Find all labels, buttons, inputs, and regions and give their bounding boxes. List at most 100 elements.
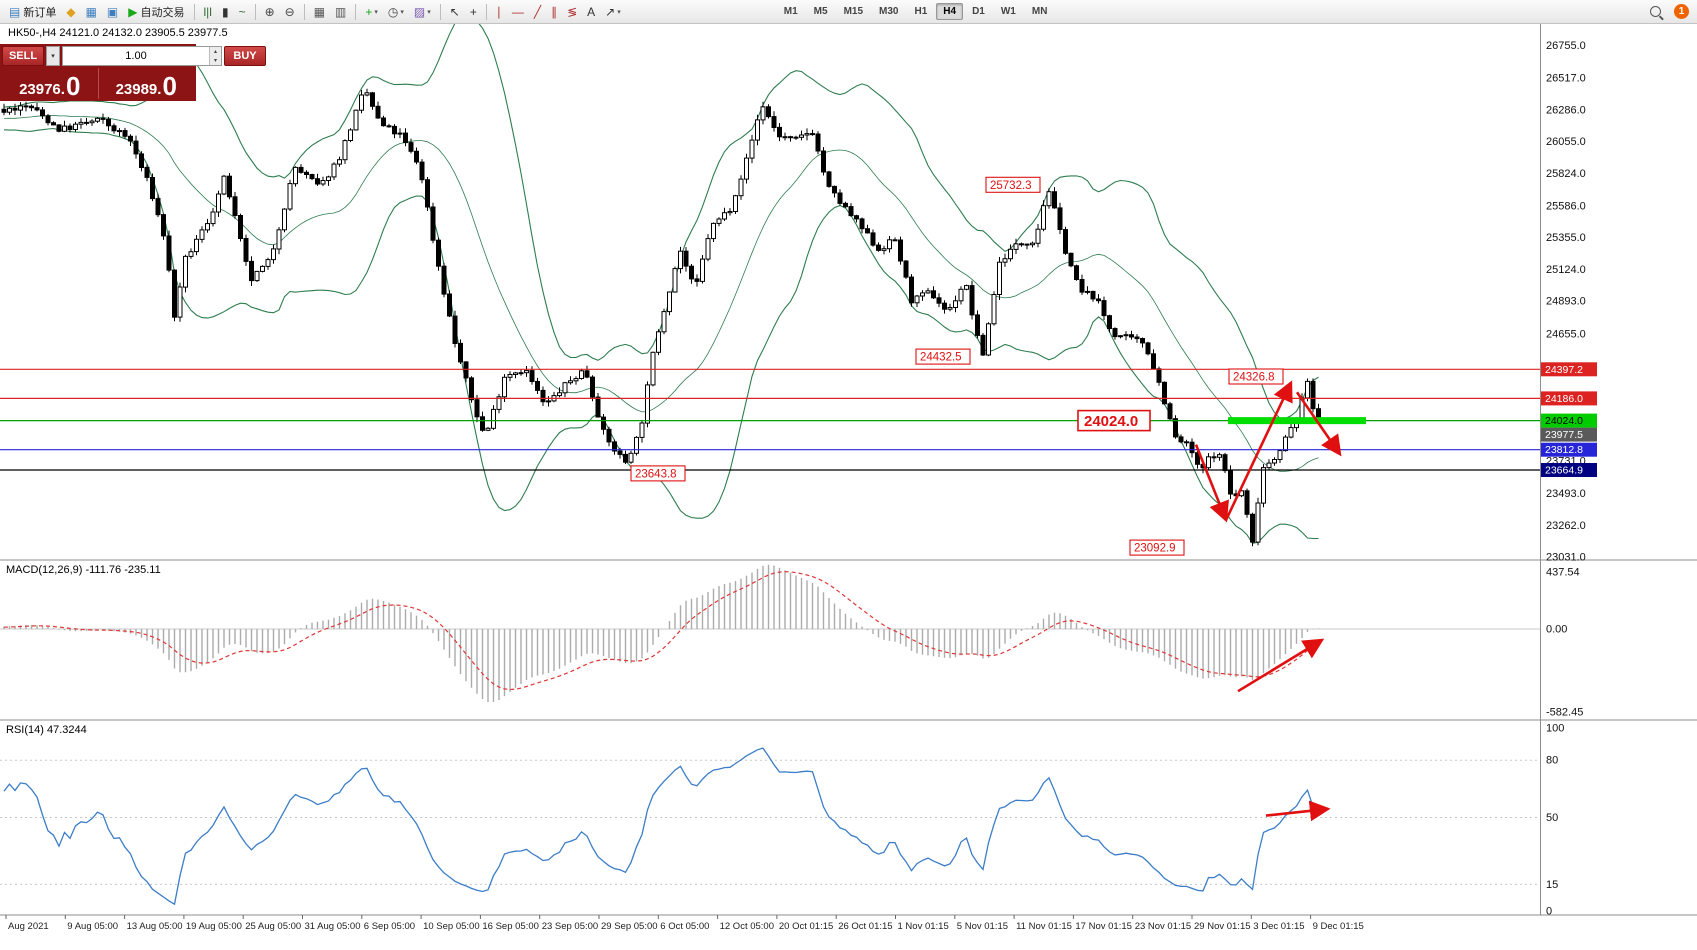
time-axis[interactable]: Aug 2021 9 Aug 05:00 13 Aug 05:00 19 Aug 05… <box>5 915 1364 932</box>
time-axis-label: 11 Nov 01:15 <box>1016 921 1072 932</box>
time-axis-label: 26 Oct 01:15 <box>838 921 892 932</box>
price-axis-label: 26755.0 <box>1546 40 1586 52</box>
time-axis-label: 5 Nov 01:15 <box>957 921 1008 932</box>
panel-separators[interactable] <box>0 559 1697 916</box>
price-line-label: 24024.0 <box>1541 413 1597 428</box>
charts-grid-button[interactable]: ▦ <box>82 1 101 23</box>
volume-input[interactable] <box>63 47 209 65</box>
line-chart-button[interactable]: ~ <box>235 1 250 23</box>
toolbar-separator <box>439 3 441 20</box>
caret-down-icon: ▾ <box>374 8 378 16</box>
fibonacci-button[interactable]: ≶ <box>563 1 581 23</box>
templates-icon: ▨ <box>413 4 426 19</box>
macd-axis-label: -582.45 <box>1546 707 1583 719</box>
one-click-prices: 23976. 0 23989. 0 <box>2 68 194 99</box>
volume-dropdown[interactable]: ▾ <box>46 46 60 66</box>
cascade-windows-button[interactable]: ▥ <box>331 1 350 23</box>
candlestick-chart-button[interactable]: ▮ <box>218 1 233 23</box>
rsi-axis-label: 80 <box>1546 755 1558 767</box>
zoom-out-button[interactable]: ⊖ <box>281 1 299 23</box>
profile-button[interactable]: ◆ <box>62 1 79 23</box>
buy-price[interactable]: 23989. 0 <box>97 68 195 102</box>
data-window-button[interactable]: ▣ <box>103 1 122 23</box>
timeframe-h1-button[interactable]: H1 <box>914 6 928 17</box>
price-axis-label: 24893.0 <box>1546 296 1586 308</box>
svg-text:23092.9: 23092.9 <box>1134 543 1176 555</box>
timeframe-m30-button[interactable]: M30 <box>879 6 899 17</box>
vertical-line-button[interactable]: ∣ <box>492 1 506 23</box>
trend-arrows[interactable] <box>1194 380 1342 822</box>
templates-button[interactable]: ▨ ▾ <box>410 1 435 23</box>
notification-badge[interactable]: 1 <box>1674 4 1689 19</box>
periods-button[interactable]: ◷ ▾ <box>384 1 408 23</box>
svg-text:24326.8: 24326.8 <box>1233 372 1275 384</box>
charts-grid-icon: ▦ <box>85 4 97 19</box>
price-line-label: 23812.8 <box>1541 442 1597 457</box>
svg-text:24024.0: 24024.0 <box>1084 413 1138 430</box>
time-axis-label: 23 Sep 05:00 <box>542 921 599 932</box>
rsi-axis-label: 0 <box>1546 906 1552 918</box>
channel-button[interactable]: ∥ <box>547 1 561 23</box>
price-line-label: 24186.0 <box>1541 391 1597 406</box>
profile-icon: ◆ <box>66 4 76 19</box>
price-axis-label: 24655.0 <box>1546 328 1586 340</box>
trendline-button[interactable]: ╱ <box>530 1 545 23</box>
arrows-button[interactable]: ↗ ▾ <box>601 1 625 23</box>
macd-axis-label: 437.54 <box>1546 567 1580 579</box>
timeframe-mn-button[interactable]: MN <box>1031 6 1048 17</box>
zoom-in-button[interactable]: ⊕ <box>261 1 279 23</box>
time-axis-label: 9 Dec 01:15 <box>1313 921 1364 932</box>
svg-text:24024.0: 24024.0 <box>1545 415 1583 427</box>
rsi-label: RSI(14) 47.3244 <box>6 724 87 736</box>
time-axis-label: 29 Nov 01:15 <box>1194 921 1251 932</box>
sell-price[interactable]: 23976. 0 <box>2 68 98 99</box>
rsi-line <box>3 747 1319 906</box>
periods-icon: ◷ <box>387 4 399 19</box>
chart-holder: 26755.0 26517.0 26286.0 26055.0 25824.0 25586… <box>0 24 1697 950</box>
timeframe-w1-button[interactable]: W1 <box>1000 6 1016 17</box>
autotrade-button-label: 自动交易 <box>140 6 185 19</box>
new-order-button[interactable]: ▤ 新订单 <box>5 1 60 23</box>
channel-icon: ∥ <box>551 4 558 19</box>
price-axis-label: 26055.0 <box>1546 136 1586 148</box>
timeframe-d1-button[interactable]: D1 <box>972 6 985 17</box>
chart-surface[interactable] <box>0 24 1540 560</box>
price-line-label: 23977.5 <box>1541 427 1597 442</box>
price-annotations[interactable]: 25732.3 24432.5 24326.8 24024.0 23643.8 23092… <box>630 176 1284 556</box>
time-axis-label: 12 Oct 05:00 <box>720 921 774 932</box>
price-line-label: 24397.2 <box>1541 362 1597 377</box>
buy-price-big-digit: 0 <box>162 71 177 102</box>
time-axis-label: 10 Sep 05:00 <box>423 921 480 932</box>
tile-windows-button[interactable]: ▦ <box>310 1 329 23</box>
volume-spinner: ▴ ▾ <box>209 47 221 65</box>
timeframe-m5-button[interactable]: M5 <box>813 6 828 17</box>
price-axis-label: 26517.0 <box>1546 73 1586 85</box>
text-icon: A <box>587 4 596 19</box>
time-axis-label: 23 Nov 01:15 <box>1135 921 1192 932</box>
svg-text:23812.8: 23812.8 <box>1545 444 1583 456</box>
chevron-down-icon: ▾ <box>51 53 55 60</box>
indicators-add-button[interactable]: + ▾ <box>361 1 382 23</box>
timeframe-m1-button[interactable]: M1 <box>783 6 798 17</box>
cursor-icon: ↖ <box>449 4 460 19</box>
timeframe-h4-button[interactable]: H4 <box>936 3 964 20</box>
svg-text:23664.9: 23664.9 <box>1545 465 1583 477</box>
timeframe-m15-button[interactable]: M15 <box>843 6 864 17</box>
search-button[interactable] <box>1646 1 1665 23</box>
line-chart-icon: ~ <box>238 4 246 19</box>
bar-chart-button[interactable]: l|l <box>200 1 216 23</box>
crosshair-button[interactable]: + <box>466 1 481 23</box>
price-axis-label: 25824.0 <box>1546 168 1586 180</box>
volume-decrease-button[interactable]: ▾ <box>210 56 221 65</box>
candlestick-chart-icon: ▮ <box>221 4 229 19</box>
text-button[interactable]: A <box>583 1 599 23</box>
crosshair-icon: + <box>469 4 477 19</box>
cursor-button[interactable]: ↖ <box>446 1 464 23</box>
new-order-button-label: 新订单 <box>23 6 57 19</box>
buy-button[interactable]: BUY <box>224 46 266 66</box>
autotrade-button[interactable]: ▶ 自动交易 <box>124 1 188 23</box>
volume-increase-button[interactable]: ▴ <box>210 47 221 56</box>
sell-button[interactable]: SELL <box>2 46 44 66</box>
price-axis-label: 26286.0 <box>1546 104 1586 116</box>
horizontal-line-button[interactable]: ― <box>508 1 528 23</box>
